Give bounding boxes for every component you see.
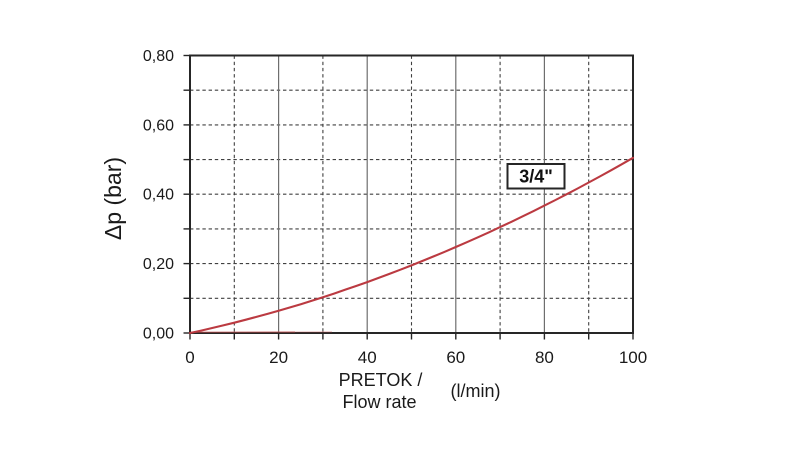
svg-text:20: 20 <box>269 348 288 367</box>
svg-text:80: 80 <box>535 348 554 367</box>
svg-text:0,60: 0,60 <box>143 117 174 134</box>
svg-text:60: 60 <box>446 348 465 367</box>
svg-text:0,20: 0,20 <box>143 256 174 273</box>
svg-text:PRETOK /: PRETOK / <box>339 370 423 390</box>
svg-text:100: 100 <box>619 348 647 367</box>
svg-text:Δp (bar): Δp (bar) <box>100 157 126 240</box>
svg-text:(l/min): (l/min) <box>451 381 501 401</box>
svg-text:40: 40 <box>358 348 377 367</box>
svg-text:Flow rate: Flow rate <box>342 392 416 412</box>
svg-text:0,40: 0,40 <box>143 187 174 204</box>
svg-text:0: 0 <box>185 348 194 367</box>
svg-text:0,80: 0,80 <box>143 48 174 65</box>
svg-text:0,00: 0,00 <box>143 326 174 343</box>
svg-text:3/4": 3/4" <box>519 167 553 187</box>
